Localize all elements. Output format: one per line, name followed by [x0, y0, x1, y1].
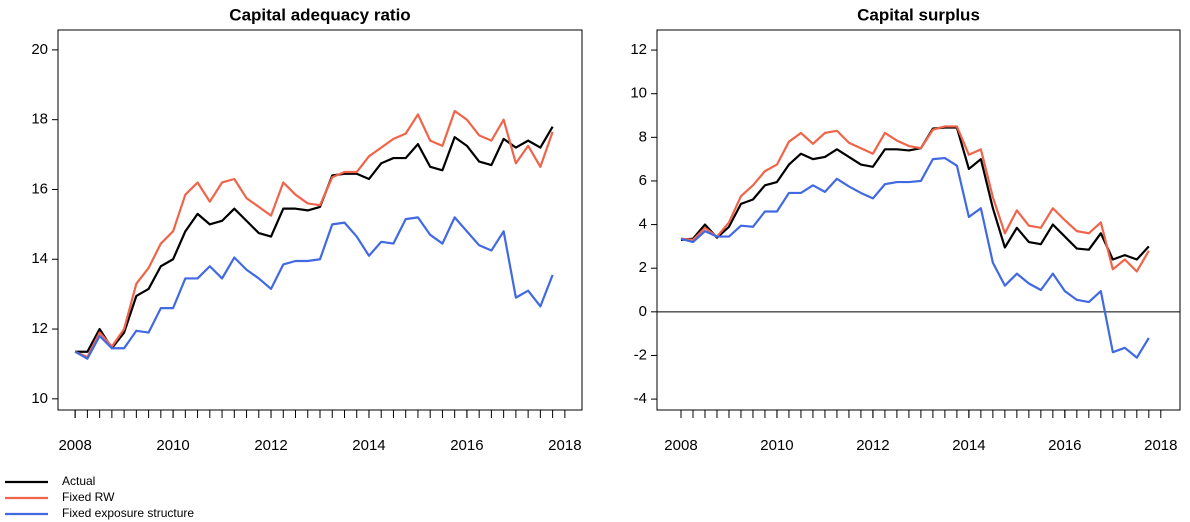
plot-frame: [656, 29, 1181, 411]
series-line: [74, 216, 554, 360]
y-tick-label: 10: [31, 390, 48, 407]
y-tick-label: 12: [31, 320, 48, 337]
x-tick-label: 2018: [1144, 437, 1177, 454]
legend-label: Actual: [62, 474, 95, 488]
x-tick-label: 2010: [156, 437, 189, 454]
series-line: [75, 126, 554, 353]
series-line: [74, 109, 554, 359]
plot-frame: [57, 29, 583, 411]
y-tick-label: 8: [639, 128, 647, 145]
x-tick-label: 2016: [450, 437, 483, 454]
y-tick-label: -4: [634, 390, 647, 407]
x-tick-label: 2014: [352, 437, 385, 454]
series-line: [680, 156, 1150, 359]
y-tick-label: 20: [31, 41, 48, 58]
x-tick-label: 2012: [856, 437, 889, 454]
x-tick-label: 2008: [664, 437, 697, 454]
chart-title: Capital adequacy ratio: [229, 5, 410, 24]
series-line: [680, 126, 1150, 261]
x-tick-label: 2018: [548, 437, 581, 454]
chart-title: Capital surplus: [857, 5, 980, 24]
x-tick-label: 2014: [952, 437, 985, 454]
y-tick-label: 10: [630, 85, 647, 102]
y-tick-label: 6: [639, 172, 647, 189]
x-tick-label: 2010: [760, 437, 793, 454]
y-tick-label: 12: [630, 41, 647, 58]
y-tick-label: 0: [639, 303, 647, 320]
y-tick-label: -2: [634, 346, 647, 363]
legend-label: Fixed RW: [62, 490, 115, 504]
series-line: [680, 125, 1150, 273]
y-tick-label: 4: [639, 216, 647, 233]
x-tick-label: 2012: [254, 437, 287, 454]
legend-label: Fixed exposure structure: [62, 506, 194, 520]
x-tick-label: 2016: [1048, 437, 1081, 454]
y-tick-label: 2: [639, 259, 647, 276]
y-tick-label: 18: [31, 111, 48, 128]
y-tick-label: 16: [31, 180, 48, 197]
x-tick-label: 2008: [58, 437, 91, 454]
y-tick-label: 14: [31, 250, 48, 267]
